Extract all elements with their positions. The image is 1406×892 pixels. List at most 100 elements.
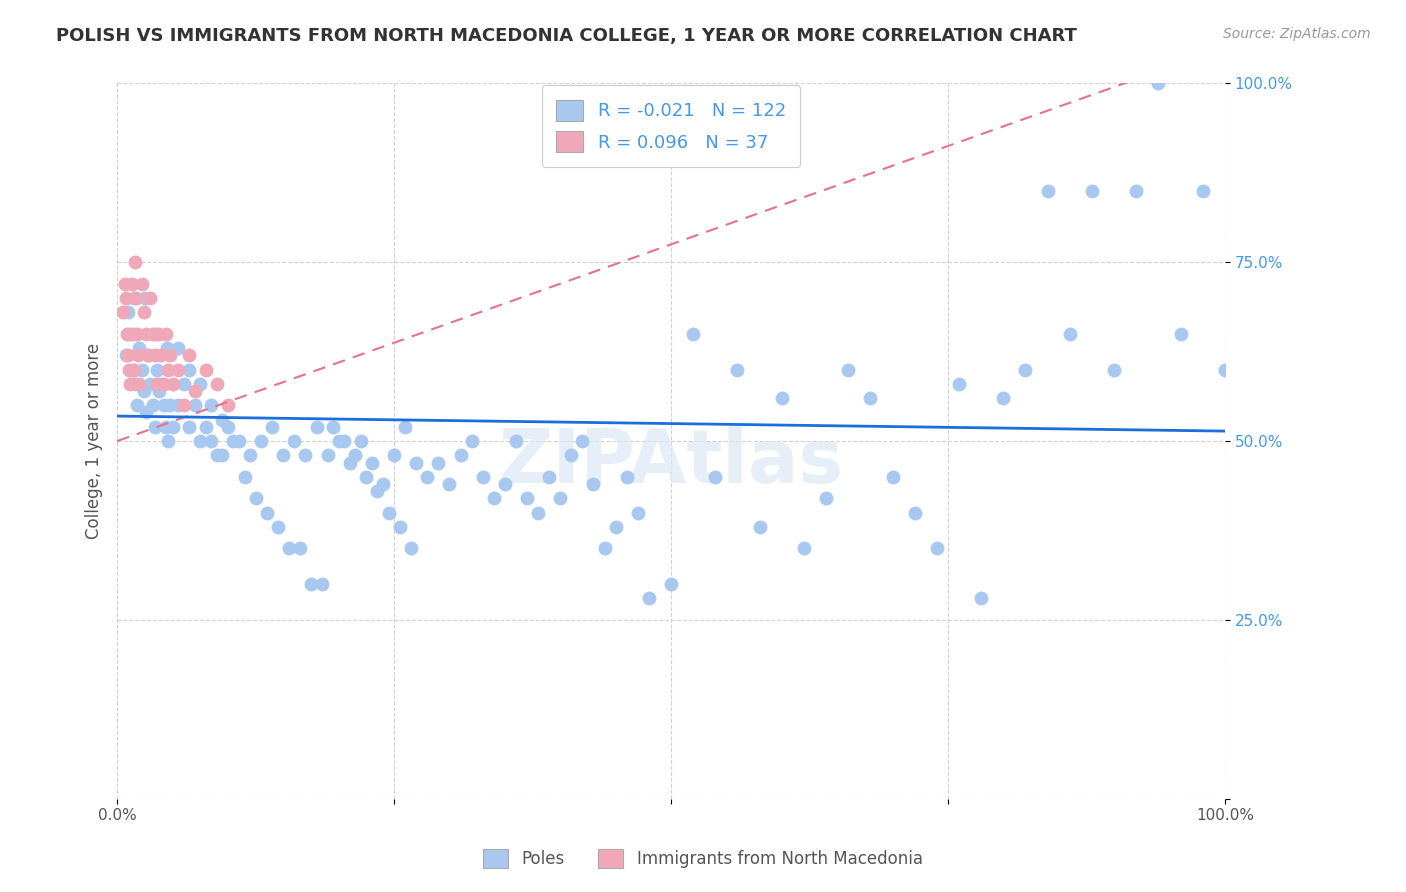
Point — [167, 341, 190, 355]
Point — [1125, 184, 1147, 198]
Point — [146, 376, 169, 391]
Point — [659, 577, 682, 591]
Point — [127, 398, 149, 412]
Point — [305, 419, 328, 434]
Point — [118, 362, 141, 376]
Point — [162, 419, 184, 434]
Point — [155, 419, 177, 434]
Point — [115, 348, 138, 362]
Point — [143, 419, 166, 434]
Point — [605, 520, 627, 534]
Point — [188, 434, 211, 449]
Point — [245, 491, 267, 506]
Point — [1036, 184, 1059, 198]
Point — [115, 291, 138, 305]
Point — [299, 577, 322, 591]
Point — [277, 541, 299, 556]
Point — [205, 376, 228, 391]
Point — [283, 434, 305, 449]
Point — [205, 449, 228, 463]
Point — [593, 541, 616, 556]
Point — [356, 470, 378, 484]
Point — [146, 362, 169, 376]
Point — [405, 456, 427, 470]
Point — [156, 341, 179, 355]
Point — [1170, 326, 1192, 341]
Point — [131, 277, 153, 291]
Point — [377, 506, 399, 520]
Point — [150, 376, 173, 391]
Point — [1102, 362, 1125, 376]
Point — [582, 477, 605, 491]
Point — [439, 477, 461, 491]
Point — [727, 362, 749, 376]
Point — [120, 326, 142, 341]
Point — [793, 541, 815, 556]
Point — [311, 577, 333, 591]
Text: POLISH VS IMMIGRANTS FROM NORTH MACEDONIA COLLEGE, 1 YEAR OR MORE CORRELATION CH: POLISH VS IMMIGRANTS FROM NORTH MACEDONI… — [56, 27, 1077, 45]
Point — [142, 326, 165, 341]
Point — [322, 419, 344, 434]
Point — [136, 348, 159, 362]
Point — [142, 398, 165, 412]
Point — [131, 362, 153, 376]
Point — [124, 255, 146, 269]
Point — [262, 419, 284, 434]
Point — [167, 398, 190, 412]
Point — [682, 326, 704, 341]
Point — [1059, 326, 1081, 341]
Point — [704, 470, 727, 484]
Legend: Poles, Immigrants from North Macedonia: Poles, Immigrants from North Macedonia — [477, 842, 929, 875]
Point — [1014, 362, 1036, 376]
Point — [1191, 184, 1213, 198]
Point — [1213, 362, 1236, 376]
Point — [183, 384, 205, 398]
Point — [837, 362, 859, 376]
Point — [399, 541, 422, 556]
Point — [366, 484, 388, 499]
Point — [560, 449, 582, 463]
Point — [120, 376, 142, 391]
Point — [925, 541, 948, 556]
Point — [139, 291, 162, 305]
Point — [121, 362, 143, 376]
Point — [516, 491, 538, 506]
Point — [134, 291, 156, 305]
Point — [538, 470, 561, 484]
Point — [127, 348, 149, 362]
Point — [157, 434, 180, 449]
Point — [136, 348, 159, 362]
Point — [333, 434, 356, 449]
Point — [194, 419, 217, 434]
Point — [344, 449, 367, 463]
Point — [239, 449, 262, 463]
Point — [143, 348, 166, 362]
Point — [217, 398, 239, 412]
Point — [132, 305, 155, 319]
Point — [145, 326, 167, 341]
Point — [948, 376, 970, 391]
Point — [148, 384, 170, 398]
Point — [350, 434, 373, 449]
Point — [616, 470, 638, 484]
Point — [328, 434, 350, 449]
Point — [904, 506, 927, 520]
Point — [460, 434, 482, 449]
Point — [294, 449, 316, 463]
Point — [316, 449, 339, 463]
Point — [173, 398, 195, 412]
Point — [222, 434, 245, 449]
Point — [548, 491, 571, 506]
Point — [273, 449, 295, 463]
Point — [117, 305, 139, 319]
Point — [117, 348, 139, 362]
Point — [111, 305, 134, 319]
Point — [152, 376, 174, 391]
Point — [124, 376, 146, 391]
Point — [233, 470, 256, 484]
Point — [162, 376, 184, 391]
Text: ZIPAtlas: ZIPAtlas — [499, 426, 844, 499]
Point — [200, 434, 222, 449]
Point — [127, 326, 149, 341]
Point — [179, 419, 201, 434]
